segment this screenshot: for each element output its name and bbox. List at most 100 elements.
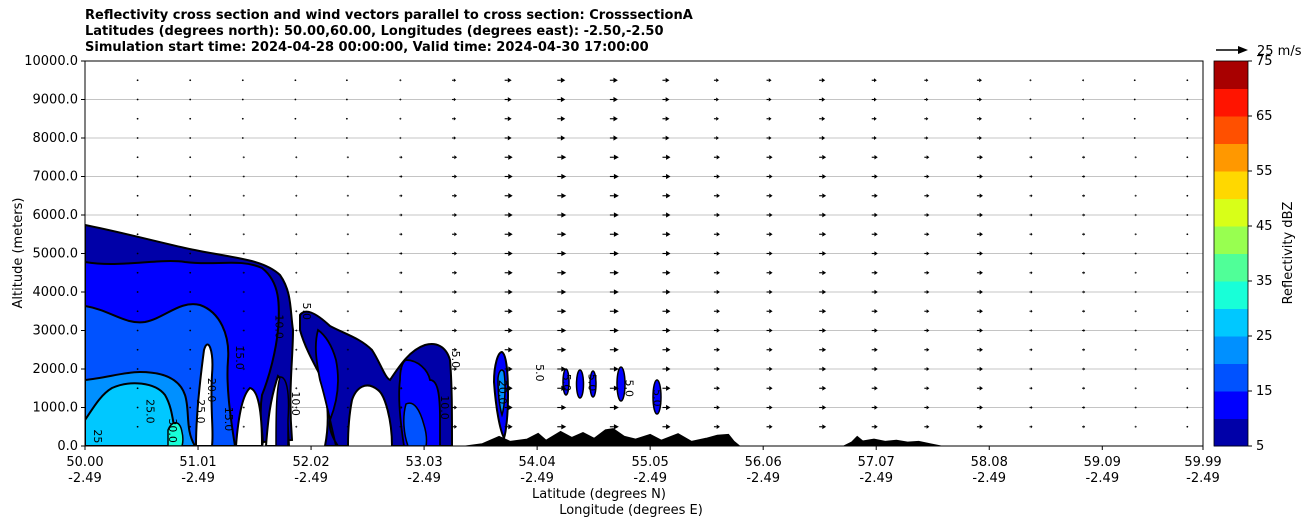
wind-vector — [1082, 290, 1086, 294]
wind-vector — [662, 77, 670, 83]
wind-vector — [242, 175, 245, 178]
wind-vector — [452, 174, 458, 179]
wind-vector — [976, 232, 983, 237]
wind-vector — [609, 173, 619, 180]
wind-vector — [452, 213, 458, 217]
wind-vector — [976, 212, 983, 218]
wind-vector — [713, 270, 720, 275]
wind-vector — [1186, 271, 1189, 274]
wind-vector — [924, 136, 929, 140]
wind-vector — [1082, 251, 1086, 256]
wind-vector — [819, 212, 827, 218]
wind-vector — [713, 386, 720, 391]
wind-vector — [1029, 425, 1033, 429]
wind-vector — [713, 116, 719, 121]
colorbar-segment — [1214, 336, 1248, 364]
wind-vector — [1029, 194, 1033, 198]
wind-vector — [504, 347, 513, 353]
colorbar-frame — [1213, 60, 1249, 447]
wind-vector — [399, 155, 403, 159]
wind-vector — [346, 290, 349, 294]
wind-vector — [924, 347, 930, 352]
wind-vector — [295, 406, 298, 409]
wind-vector — [713, 424, 720, 429]
contour-label: 20.0 — [496, 380, 509, 405]
wind-vector — [662, 327, 671, 334]
contour-label: 10.0 — [438, 395, 451, 420]
wind-vector — [609, 135, 618, 141]
wind-vector — [241, 79, 244, 82]
contour-label: 5.0 — [586, 374, 599, 392]
wind-vector — [662, 424, 671, 430]
wind-vector — [295, 252, 298, 255]
wind-vector — [504, 327, 513, 334]
wind-vector — [557, 116, 566, 122]
wind-vector — [399, 136, 402, 140]
x-tick-label-lon: -2.49 — [294, 471, 328, 486]
wind-vector — [294, 117, 297, 120]
wind-vector — [1029, 290, 1033, 294]
wind-vector — [399, 290, 403, 294]
wind-vector — [609, 404, 619, 411]
x-tick-label-lat: 59.09 — [1084, 455, 1121, 470]
y-axis-label: Altitude (meters) — [11, 198, 26, 309]
wind-vector — [662, 231, 671, 237]
wind-vector — [1082, 328, 1086, 333]
wind-vector — [504, 173, 513, 180]
y-tick-label: 8000.0 — [33, 131, 79, 146]
colorbar-segment — [1214, 308, 1248, 337]
wind-vector — [189, 79, 192, 82]
wind-vector — [1134, 271, 1137, 275]
wind-vector — [399, 194, 403, 198]
echo-layer-15dbz — [403, 402, 428, 446]
echo-cell — [616, 366, 626, 402]
y-tick-label: 3000.0 — [33, 324, 79, 339]
wind-vector — [924, 424, 930, 429]
colorbar-segment — [1214, 116, 1248, 144]
wind-vector — [976, 78, 982, 83]
wind-vector — [713, 97, 719, 102]
x-tick-label-lon: -2.49 — [181, 471, 215, 486]
wind-vector — [1186, 291, 1189, 293]
wind-vector — [557, 250, 567, 257]
x-tick-label-lat: 56.06 — [745, 455, 782, 470]
wind-vector — [346, 252, 349, 255]
wind-vector — [819, 308, 827, 314]
wind-vector — [136, 252, 139, 255]
wind-vector — [346, 155, 349, 159]
wind-vector — [819, 116, 826, 121]
wind-vector — [504, 193, 513, 199]
contour-label: 15.0 — [222, 407, 235, 432]
chart-title: Reflectivity cross section and wind vect… — [85, 8, 693, 56]
wind-vector — [924, 251, 930, 256]
wind-vector — [871, 116, 877, 121]
wind-vector — [976, 289, 983, 295]
wind-vector — [136, 329, 139, 332]
wind-vector — [662, 308, 671, 314]
wind-vector — [871, 97, 877, 102]
wind-vector — [1029, 174, 1033, 179]
wind-vector — [295, 309, 298, 313]
wind-vector — [346, 232, 349, 236]
wind-vector — [766, 155, 773, 160]
wind-vector — [136, 310, 139, 313]
wind-vector — [346, 213, 349, 217]
wind-vector — [189, 156, 192, 159]
y-tick-label: 0.0 — [57, 439, 78, 454]
wind-vector — [609, 366, 619, 372]
wind-vector — [766, 232, 773, 237]
wind-vector — [504, 404, 513, 411]
x-tick-label-lat: 59.99 — [1184, 455, 1221, 470]
wind-vector — [189, 329, 192, 332]
wind-vector — [819, 251, 827, 256]
wind-vector — [295, 271, 298, 275]
y-tick-label: 6000.0 — [33, 208, 79, 223]
wind-vector — [871, 424, 878, 429]
wind-vector — [609, 231, 619, 237]
contour-label: 5.0 — [449, 351, 462, 369]
wind-vector — [1082, 367, 1086, 371]
colorbar-tick-label: 45 — [1256, 219, 1273, 234]
wind-vector — [766, 309, 773, 314]
contour-label: 25 — [91, 429, 104, 443]
wind-vector — [242, 271, 245, 275]
